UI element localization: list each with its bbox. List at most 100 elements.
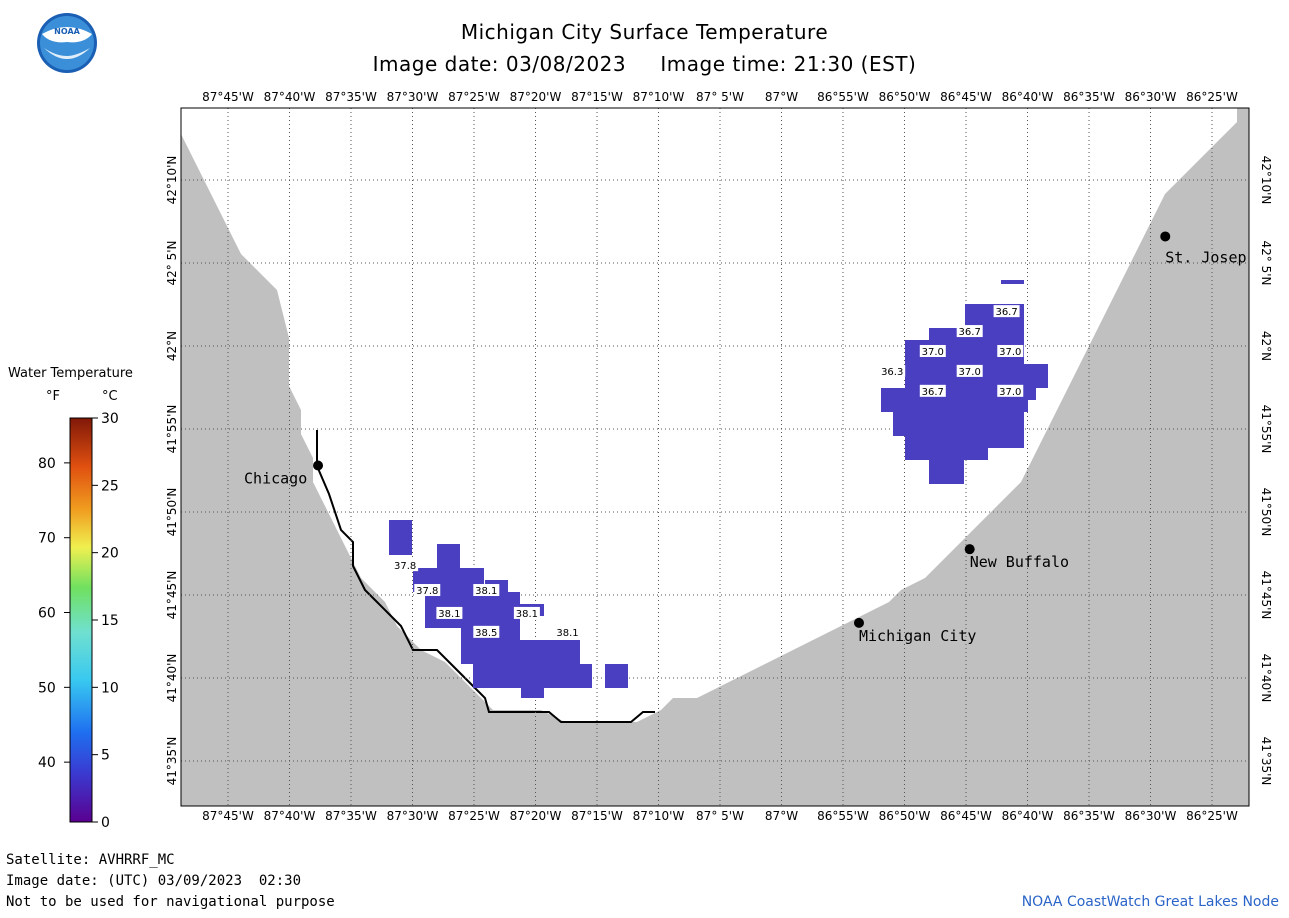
latitude-label: 41°50'N [1259,488,1273,537]
longitude-label: 86°45'W [940,809,992,823]
latitude-label: 42° 5'N [165,241,179,286]
temp-label: 37.0 [959,367,981,378]
sst-cell [905,436,1024,448]
longitude-label: 87°30'W [387,90,439,104]
longitude-label: 87°25'W [448,90,500,104]
latitude-label: 41°40'N [165,654,179,703]
longitude-label: 87°10'W [633,809,685,823]
temperature-labels: 36.7 36.7 37.0 37.0 36.3 37.0 36.7 37.0 37.8 37.8… [392,305,1024,639]
longitude-label: 87°20'W [510,809,562,823]
longitude-label: 86°55'W [817,90,869,104]
utc-image-date: Image date: (UTC) 03/09/2023 02:30 [6,873,302,889]
longitude-label: 87°35'W [325,90,377,104]
legend-label-c: 0 [101,815,110,830]
credit-link[interactable]: NOAA CoastWatch Great Lakes Node [1021,894,1279,910]
sst-cell [929,460,964,484]
longitude-label: 86°35'W [1063,809,1115,823]
latitude-label: 41°45'N [165,571,179,620]
legend-label-f: 60 [38,606,56,622]
latitude-label: 41°50'N [165,488,179,537]
longitude-label: 87°15'W [571,90,623,104]
longitude-label: 87°W [765,809,798,823]
longitude-label: 87°45'W [202,809,254,823]
temp-label: 37.0 [922,347,944,358]
legend-label-c: 30 [101,411,119,427]
legend-label-c: 25 [101,478,119,494]
sst-cell [521,686,544,698]
temp-label: 36.7 [959,327,981,338]
longitude-label: 86°25'W [1186,809,1238,823]
latitude-label: 41°40'N [1259,654,1273,703]
city-label: St. Josep [1165,248,1246,266]
temp-label: 36.7 [922,387,944,398]
temp-label: 37.8 [394,561,416,572]
temp-label-bg [956,325,983,338]
legend-unit-f: °F [46,389,60,404]
city-marker [964,544,975,555]
temp-label: 38.1 [516,609,538,620]
temp-label-bg [414,584,441,597]
city-label: Michigan City [859,627,976,645]
city-marker [1160,231,1171,242]
satellite-name: Satellite: AVHRRF_MC [6,852,175,868]
sst-cell [389,520,412,555]
sst-cell [605,664,628,688]
sst-cell [437,544,460,568]
temp-label-bg [997,344,1024,357]
temp-label: 38.1 [475,586,497,597]
longitude-label: 86°35'W [1063,90,1115,104]
longitude-label: 87°25'W [448,809,500,823]
sst-cell [893,424,1024,436]
legend-label-f: 40 [38,755,56,771]
legend-label-c: 10 [101,680,119,696]
legend-unit-c: °C [102,389,118,404]
legend-label-f: 50 [38,680,56,696]
latitude-label: 41°35'N [1259,737,1273,786]
temp-label: 38.5 [475,628,497,639]
disclaimer: Not to be used for navigational purpose [6,894,335,910]
longitude-label: 86°55'W [817,809,869,823]
temp-label-bg [392,559,419,572]
city-label: New Buffalo [970,553,1069,571]
sst-cell [461,640,580,664]
city-label: Chicago [244,470,307,488]
temp-label-bg [513,606,540,619]
longitude-label: 86°45'W [940,90,992,104]
temp-label: 36.7 [995,307,1017,318]
city-marker [853,617,864,628]
longitude-label: 87°W [765,90,798,104]
longitude-label: 87° 5'W [696,90,744,104]
sst-cell [881,388,1036,400]
map-frame [180,107,1250,807]
image-date-time: Image date: 03/08/2023 Image time: 21:30… [372,52,917,76]
latitude-label: 42°10'N [165,156,179,205]
axis-labels: 87°45'W 87°45'W 87°40'W 87°40'W 87°35'W 87°35… [165,90,1273,823]
temp-label-bg [997,384,1024,397]
latitude-label: 42°N [165,331,179,361]
cities: Chicago St. Josep New Buffalo Michigan City [244,231,1247,645]
longitude-label: 86°25'W [1186,90,1238,104]
longitude-label: 87°45'W [202,90,254,104]
temp-label: 37.0 [999,347,1021,358]
longitude-label: 86°40'W [1002,809,1054,823]
latitude-label: 41°55'N [165,405,179,454]
longitude-label: 87°30'W [387,809,439,823]
longitude-label: 87°15'W [571,809,623,823]
latitude-label: 42°N [1259,331,1273,361]
noaa-logo-icon: NOAA [37,13,97,73]
latitude-label: 42° 5'N [1259,241,1273,286]
temp-label-bg [956,364,983,377]
city-marker [313,460,324,471]
latitude-label: 41°45'N [1259,571,1273,620]
longitude-label: 86°30'W [1125,809,1177,823]
temp-label-bg [919,384,946,397]
longitude-label: 87°40'W [264,90,316,104]
legend-label-c: 20 [101,546,119,562]
temp-label-bg [879,364,906,377]
logo-text: NOAA [54,27,80,36]
latitude-label: 41°55'N [1259,405,1273,454]
map-title: Michigan City Surface Temperature [460,20,829,44]
latitude-label: 41°35'N [165,737,179,786]
